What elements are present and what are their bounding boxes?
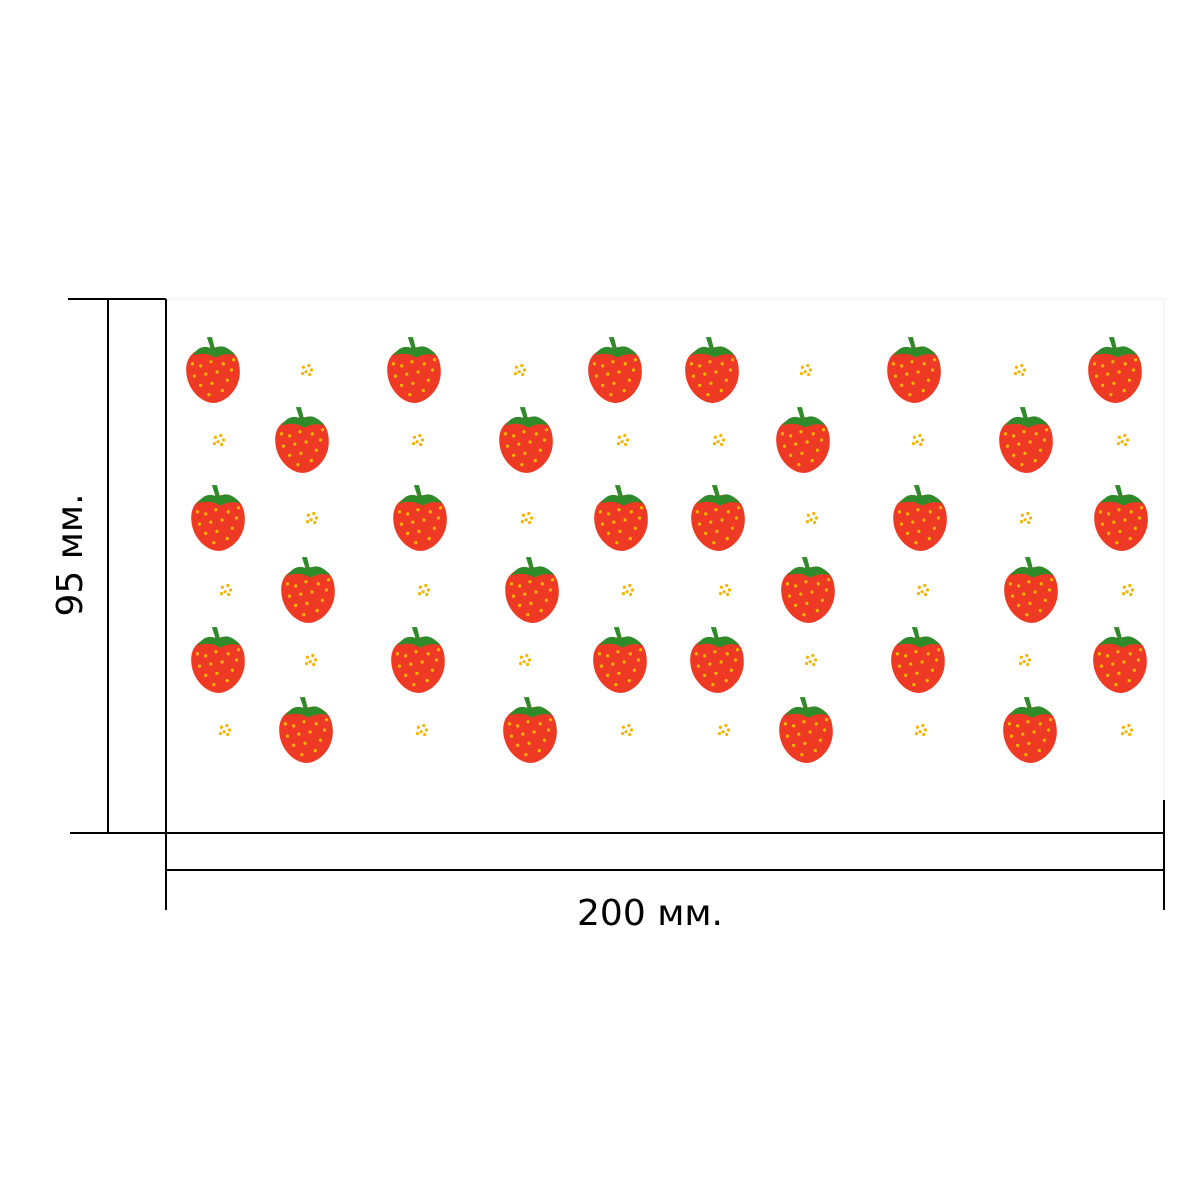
width-label: 200 мм. [577, 893, 723, 934]
label-area [165, 298, 1165, 834]
dimension-lines [68, 298, 1165, 910]
height-label: 95 мм. [50, 493, 91, 616]
